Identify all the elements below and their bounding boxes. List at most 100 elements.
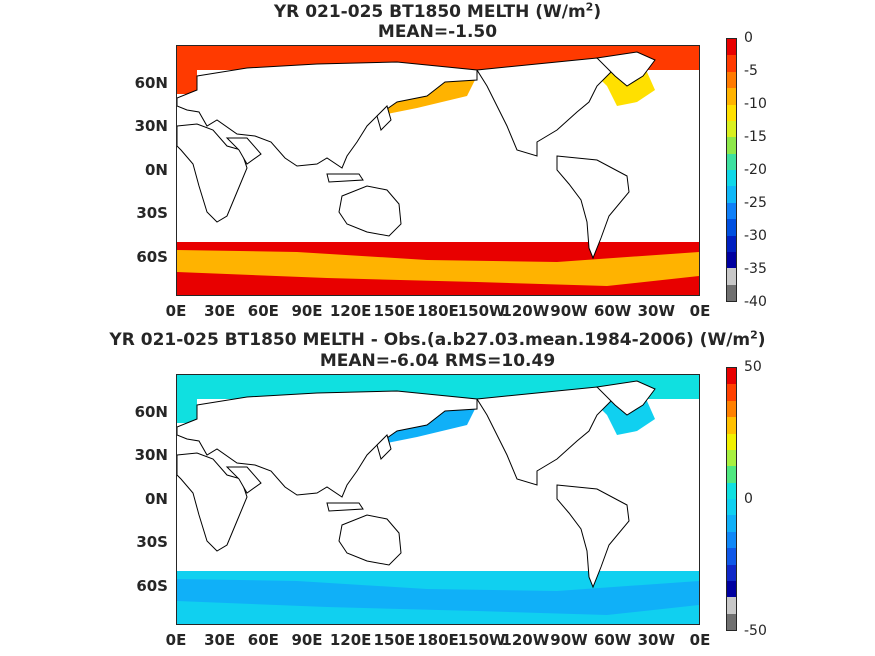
bottom-lon-label: 60E (247, 631, 279, 649)
top-colorbar-segment (727, 251, 736, 269)
bottom-lon-label: 60W (593, 631, 632, 649)
top-lat-label-60n: 60N (134, 74, 168, 92)
bottom-lon-label: 30W (637, 631, 676, 649)
top-lat-label-60s: 60S (136, 248, 168, 266)
top-colorbar-tick-label: -20 (744, 162, 767, 178)
top-colorbar-tick-label: -30 (744, 228, 767, 244)
top-colorbar-segment (727, 104, 736, 121)
bottom-lat-label-30s: 30S (136, 533, 168, 551)
africa-outline (177, 452, 248, 552)
top-lon-label: 0E (689, 302, 711, 320)
top-lon-label: 30E (204, 302, 236, 320)
north-america-outline (476, 57, 618, 157)
bottom-lon-label: 180E (417, 631, 459, 649)
bottom-colorbar-segment (727, 482, 736, 499)
top-colorbar-tick-label: -10 (744, 96, 767, 112)
indonesia-outline (326, 173, 364, 183)
top-lon-label: 90W (550, 302, 588, 320)
south-america-outline (556, 484, 630, 589)
arctic-band-west (177, 399, 197, 423)
top-lon-label: 150E (373, 302, 416, 320)
top-map-plot-area (176, 45, 700, 296)
bottom-lon-label: 90W (550, 631, 588, 649)
top-colorbar-segment (727, 186, 736, 203)
bottom-colorbar-segment (727, 515, 736, 532)
top-colorbar-segment (727, 202, 736, 220)
bottom-map-title: YR 021-025 BT1850 MELTH - Obs.(a.b27.03.… (109, 328, 766, 350)
indonesia-outline (326, 502, 364, 512)
top-colorbar-segment (727, 153, 736, 170)
bottom-lon-label: 90E (291, 631, 323, 649)
bottom-colorbar-segment (727, 580, 736, 598)
top-colorbar-segment (727, 39, 736, 56)
top-lat-label-30n: 30N (134, 117, 168, 135)
bottom-colorbar-segment (727, 417, 736, 434)
southern-ocean-inner (177, 579, 699, 615)
top-colorbar-segment (727, 137, 736, 154)
top-colorbar-segment (727, 268, 736, 285)
bottom-colorbar-segment (727, 466, 736, 483)
bottom-lat-label-30n: 30N (134, 446, 168, 464)
japan-outline (376, 434, 392, 460)
arctic-band-west (177, 70, 197, 94)
bottom-colorbar-tick-label: 0 (744, 491, 753, 507)
top-lon-label: 60W (593, 302, 632, 320)
bottom-colorbar-segment (727, 449, 736, 467)
bottom-lon-label: 0E (689, 631, 711, 649)
bottom-colorbar-tick-label: 50 (744, 359, 762, 375)
bottom-colorbar-segment (727, 613, 736, 630)
bottom-lon-label: 150W (457, 631, 506, 649)
bottom-colorbar (726, 367, 737, 631)
bottom-lon-label: 120E (329, 631, 372, 649)
bottom-map-canvas (177, 375, 699, 624)
top-colorbar-tick-label: -15 (744, 129, 767, 145)
eurasia-outline (177, 61, 478, 169)
bottom-colorbar-segment (727, 499, 736, 516)
top-lon-label: 30W (637, 302, 676, 320)
top-colorbar-segment (727, 284, 736, 301)
top-lon-label: 120W (501, 302, 550, 320)
south-america-outline (556, 155, 630, 260)
bottom-lon-label: 120W (501, 631, 550, 649)
top-colorbar-segment (727, 88, 736, 105)
bottom-colorbar-segment (727, 400, 736, 418)
top-map-title: YR 021-025 BT1850 MELTH (W/m2) (273, 0, 602, 22)
bottom-colorbar-segment (727, 531, 736, 549)
greenland-outline (595, 380, 656, 416)
top-colorbar-segment (727, 170, 736, 187)
top-lat-label-30s: 30S (136, 204, 168, 222)
bottom-lon-label: 30E (204, 631, 236, 649)
southern-ocean-inner (177, 250, 699, 286)
bottom-colorbar-segment (727, 368, 736, 385)
top-continents (177, 51, 656, 260)
bottom-colorbar-segment (727, 564, 736, 581)
bottom-continents (177, 380, 656, 589)
top-colorbar (726, 38, 737, 302)
bottom-lat-label-60s: 60S (136, 577, 168, 595)
north-america-outline (476, 386, 618, 486)
bottom-lon-label: 150E (373, 631, 416, 649)
top-colorbar-tick-label: 0 (744, 30, 753, 46)
top-colorbar-segment (727, 219, 736, 236)
australia-outline (338, 514, 402, 566)
top-lon-label: 90E (291, 302, 323, 320)
top-lon-label: 150W (457, 302, 506, 320)
bottom-lat-label-60n: 60N (134, 403, 168, 421)
top-colorbar-segment (727, 71, 736, 89)
japan-outline (376, 105, 392, 131)
bottom-map-plot-area (176, 374, 700, 625)
arabia-outline (225, 466, 262, 494)
bottom-map-subtitle: MEAN=-6.04 RMS=10.49 (319, 351, 556, 371)
top-colorbar-segment (727, 120, 736, 138)
bottom-colorbar-segment (727, 548, 736, 565)
bottom-colorbar-segment (727, 433, 736, 450)
top-colorbar-tick-label: -25 (744, 195, 767, 211)
arabia-outline (225, 137, 262, 165)
eurasia-outline (177, 390, 478, 498)
greenland-outline (595, 51, 656, 87)
africa-outline (177, 123, 248, 223)
top-lon-label: 180E (417, 302, 459, 320)
australia-outline (338, 185, 402, 237)
top-map-subtitle: MEAN=-1.50 (377, 22, 498, 42)
top-lon-label: 60E (247, 302, 279, 320)
